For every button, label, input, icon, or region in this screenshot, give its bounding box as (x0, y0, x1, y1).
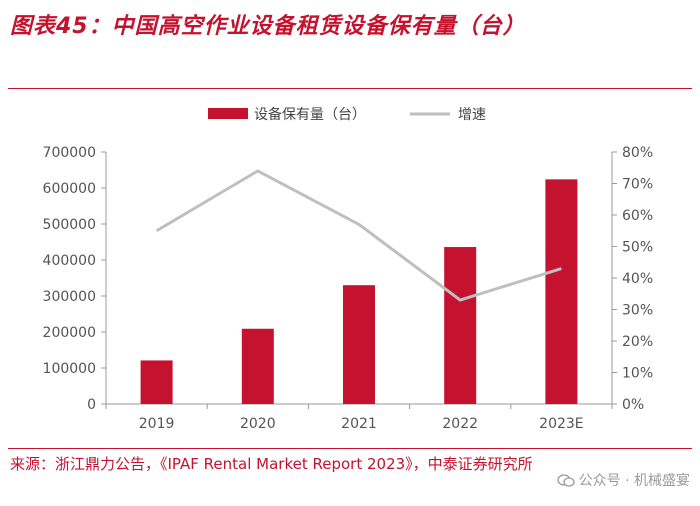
bottom-divider (8, 448, 692, 449)
bar (545, 179, 578, 404)
y-right-tick-label: 40% (622, 271, 653, 287)
axes: 0 100000 200000 300000 400000 500000 600000 700… (43, 145, 654, 432)
chart-canvas: 设备保有量（台） 增速 0 100000 200000 300000 400000 500… (43, 106, 654, 432)
top-divider (8, 88, 692, 89)
bar (140, 360, 173, 404)
wechat-icon (556, 474, 575, 487)
growth-line (155, 169, 562, 302)
y-left-tick-label: 200000 (43, 325, 96, 341)
y-left-tick-label: 100000 (43, 361, 96, 377)
watermark-text: 公众号 · 机械盛宴 (578, 473, 690, 489)
y-left-tick-label: 600000 (43, 181, 96, 197)
source-note: 来源：浙江鼎力公告，《IPAF Rental Market Report 202… (10, 455, 533, 473)
x-tick-label: 2023E (539, 416, 583, 432)
y-left-tick-label: 400000 (43, 253, 96, 269)
x-tick-label: 2022 (442, 416, 478, 432)
legend-line-label: 增速 (458, 107, 486, 123)
y-left-tick-label: 0 (87, 397, 96, 413)
bar (444, 247, 477, 404)
bar-series (140, 179, 578, 404)
y-left-tick-label: 300000 (43, 289, 96, 305)
x-tick-label: 2020 (240, 416, 276, 432)
y-right-tick-label: 70% (622, 177, 653, 193)
y-left-tick-label: 500000 (43, 217, 96, 233)
y-right-tick-label: 50% (622, 240, 653, 256)
watermark: 公众号 · 机械盛宴 (556, 470, 690, 490)
x-tick-label: 2021 (341, 416, 377, 432)
y-right-tick-label: 30% (622, 303, 653, 319)
y-right-tick-label: 10% (622, 366, 653, 382)
bar (241, 328, 274, 404)
y-right-tick-label: 80% (622, 145, 653, 161)
bar (343, 285, 375, 404)
y-left-tick-label: 700000 (43, 145, 96, 161)
y-right-tick-label: 60% (622, 208, 653, 224)
legend-bar-label: 设备保有量（台） (254, 106, 366, 123)
y-right-tick-label: 0% (622, 397, 644, 413)
x-tick-label: 2019 (139, 416, 175, 432)
legend-bar-swatch (208, 108, 248, 119)
chart-title: 图表45：中国高空作业设备租赁设备保有量（台） (10, 14, 526, 39)
legend: 设备保有量（台） 增速 (208, 106, 486, 123)
line-series (155, 169, 562, 302)
y-right-tick-label: 20% (622, 334, 653, 350)
